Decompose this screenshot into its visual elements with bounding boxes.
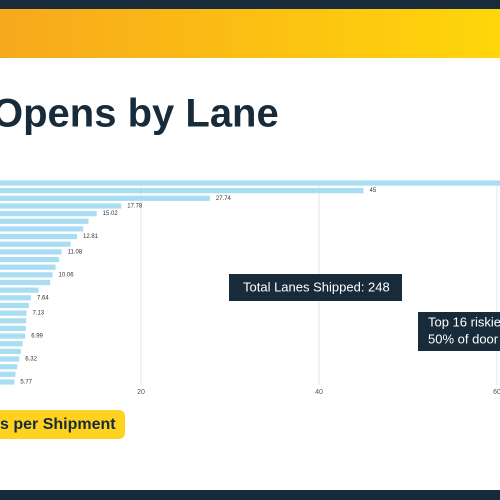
bar [0, 287, 39, 293]
bar [0, 218, 89, 224]
bar [0, 211, 97, 217]
value-label: 27.74 [216, 196, 232, 202]
chart-title: Opens by Lane [0, 92, 279, 136]
value-label: 17.78 [127, 204, 143, 210]
bar [0, 203, 122, 209]
value-label: 7.64 [37, 295, 49, 301]
bar [0, 241, 71, 247]
bar [0, 279, 51, 286]
x-tick-label: 40 [315, 389, 323, 396]
bar [0, 356, 20, 362]
bar [0, 272, 53, 278]
bar [0, 371, 16, 377]
bar [0, 333, 26, 339]
x-tick-label: 60 [493, 389, 500, 396]
annotation: Total Lanes Shipped: 248 [243, 279, 390, 294]
annotation: Top 16 riskies [428, 314, 500, 329]
x-axis-label: s per Shipment [0, 416, 116, 433]
bar [0, 295, 31, 301]
value-label: 6.32 [25, 357, 37, 363]
bar [0, 264, 56, 270]
top-band [0, 0, 500, 9]
annotation-box [229, 274, 402, 301]
plot: 20 40 60 45 27.74 17.78 15.02 12.81 11.08 10.06 7.… [0, 180, 500, 396]
bottom-band [0, 490, 500, 500]
x-tick-label: 20 [137, 389, 145, 396]
bar [0, 379, 15, 385]
value-label: 7.13 [32, 311, 44, 317]
bar [0, 302, 29, 309]
value-label: 5.77 [20, 380, 32, 386]
value-label: 12.81 [83, 234, 99, 240]
x-label-pill [0, 410, 125, 439]
bar [0, 249, 62, 255]
bar [0, 188, 364, 194]
value-label: 45 [370, 188, 377, 194]
bar [0, 325, 26, 332]
annotation-box [418, 312, 500, 351]
value-label: 15.02 [103, 211, 119, 217]
annotation: 50% of door [428, 331, 499, 346]
value-label: 6.99 [31, 334, 43, 340]
value-label: 10.06 [59, 272, 75, 278]
bar [0, 341, 23, 347]
bar [0, 226, 84, 232]
bar [0, 233, 78, 240]
bar [0, 364, 18, 370]
bar [0, 256, 60, 263]
bar [0, 180, 500, 186]
bar [0, 348, 21, 354]
bar [0, 318, 27, 324]
header-band [0, 9, 500, 58]
value-label: 11.08 [68, 249, 83, 255]
bar [0, 310, 27, 316]
bar [0, 195, 210, 201]
